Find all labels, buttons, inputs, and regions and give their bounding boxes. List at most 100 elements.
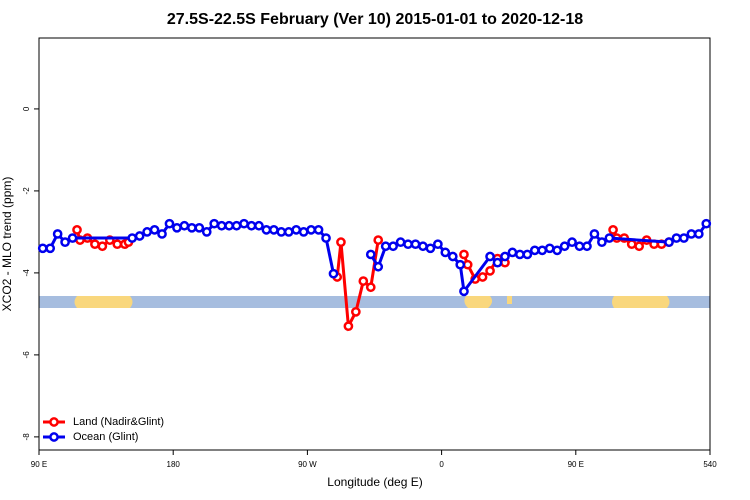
data-point (365, 282, 376, 293)
data-point (269, 225, 279, 235)
x-tick-label: 90 E (568, 460, 584, 469)
data-point (559, 241, 570, 252)
data-point (157, 229, 167, 239)
data-point (216, 220, 227, 231)
data-point (477, 272, 488, 282)
data-point (447, 251, 458, 262)
data-point (388, 241, 398, 252)
data-point (365, 249, 376, 260)
data-point (97, 241, 108, 252)
data-point (194, 222, 205, 233)
data-point (664, 237, 674, 248)
data-point (507, 247, 518, 258)
data-point (186, 222, 197, 233)
data-point (515, 249, 525, 260)
legend-label: Land (Nadir&Glint) (73, 416, 164, 428)
data-point (440, 247, 451, 258)
data-point (246, 220, 257, 231)
data-point (455, 259, 466, 270)
data-point (321, 233, 331, 243)
data-point (701, 218, 712, 229)
data-point (254, 220, 264, 231)
y-tick-label: -6 (22, 351, 31, 359)
data-point (433, 239, 443, 250)
data-point (343, 321, 354, 332)
data-point (72, 225, 82, 235)
data-point (261, 225, 272, 235)
data-point (608, 225, 618, 235)
data-point (597, 237, 607, 248)
data-point (164, 218, 175, 229)
y-tick-label: 0 (22, 106, 31, 111)
x-tick-label: 180 (167, 460, 181, 469)
data-point (283, 227, 294, 237)
data-point (336, 237, 346, 248)
data-point (351, 306, 361, 317)
data-point (142, 227, 152, 237)
legend-swatch-marker (49, 417, 59, 427)
data-point (552, 245, 563, 256)
data-point (380, 241, 391, 252)
x-tick-label: 0 (439, 460, 444, 469)
data-point (459, 249, 469, 260)
data-point (567, 237, 577, 248)
surface-strip (39, 296, 710, 308)
chart-title: 27.5S-22.5S February (Ver 10) 2015-01-01… (167, 11, 583, 28)
data-point (179, 220, 190, 231)
plot-frame (38, 37, 711, 451)
legend-swatch-marker (49, 432, 59, 442)
data-point (298, 227, 309, 237)
data-point (291, 225, 302, 235)
data-point (134, 231, 145, 241)
data-point (686, 229, 697, 239)
legend-label: Ocean (Glint) (73, 431, 138, 443)
x-tick-label: 540 (703, 460, 717, 469)
data-point (410, 239, 421, 250)
data-point (201, 227, 212, 237)
data-point (328, 268, 339, 279)
data-point (492, 257, 503, 268)
data-point (67, 233, 78, 243)
data-point (209, 218, 220, 229)
data-point (373, 235, 384, 245)
data-point (231, 220, 242, 231)
data-point (306, 225, 316, 235)
data-point (582, 241, 592, 252)
data-point (224, 220, 234, 231)
data-point (626, 239, 637, 250)
data-point (574, 241, 585, 252)
data-point (589, 229, 600, 239)
data-point (112, 239, 123, 250)
y-axis-label: XCO2 - MLO trend (ppm) (0, 177, 14, 312)
data-point (529, 245, 540, 256)
data-point (485, 251, 495, 262)
data-point (500, 251, 510, 262)
data-point (358, 276, 369, 286)
data-point (522, 249, 533, 260)
data-point (425, 243, 436, 254)
data-point (679, 233, 689, 243)
data-point (485, 266, 495, 276)
y-tick-label: -4 (22, 269, 31, 277)
data-point (537, 245, 548, 256)
x-tick-label: 90 E (31, 460, 47, 469)
data-point (37, 243, 48, 254)
data-point (459, 286, 469, 297)
data-point (634, 241, 645, 252)
data-point (671, 233, 682, 243)
data-point (172, 222, 182, 233)
data-point (604, 233, 615, 243)
data-point (90, 239, 100, 250)
data-point (149, 225, 160, 235)
data-point (127, 233, 138, 243)
data-point (52, 229, 63, 239)
x-axis-label: Longitude (deg E) (327, 475, 422, 489)
data-point (693, 229, 704, 239)
data-point (313, 225, 324, 235)
data-point (462, 259, 473, 270)
data-point (60, 237, 70, 248)
y-tick-label: -2 (22, 187, 31, 195)
data-point (403, 239, 413, 250)
data-point (544, 243, 555, 254)
